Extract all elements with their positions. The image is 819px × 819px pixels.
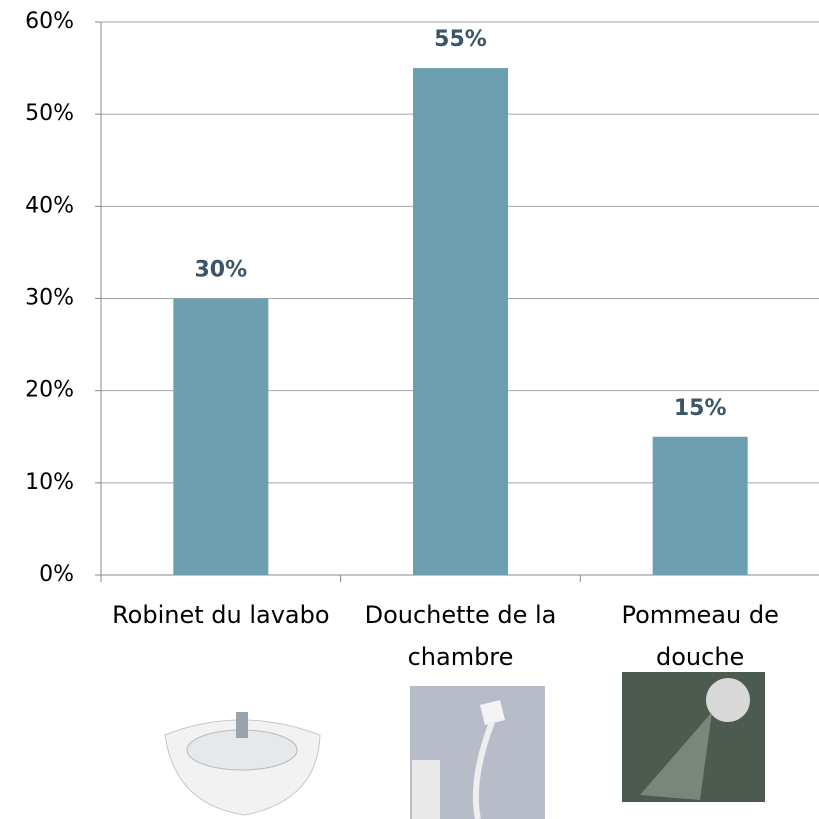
x-tick-label: Douchette de la chambre: [341, 594, 581, 678]
y-tick-label: 30%: [25, 286, 74, 311]
bar: [413, 68, 508, 575]
bar: [653, 437, 748, 575]
sink-image: [165, 712, 320, 815]
chart: 0% 10% 20% 30% 40% 50% 60% 30% 55% 15%: [0, 0, 819, 819]
value-label: 55%: [434, 27, 487, 52]
y-tick-label: 60%: [25, 9, 74, 34]
y-tick-label: 50%: [25, 101, 74, 126]
shower-head-image: [622, 670, 765, 802]
page: 0% 10% 20% 30% 40% 50% 60% 30% 55% 15% Robinet du…: [0, 0, 819, 819]
hand-shower-image: [410, 686, 545, 819]
y-tick-label: 20%: [25, 378, 74, 403]
bar: [173, 299, 268, 576]
y-tick-label: 40%: [25, 193, 74, 218]
value-label: 30%: [194, 258, 247, 283]
value-label: 15%: [674, 396, 727, 421]
x-tick-label: Pommeau de douche: [580, 594, 819, 678]
y-tick-label: 0%: [39, 562, 74, 587]
x-tick-label: Robinet du lavabo: [101, 594, 341, 636]
y-tick-label: 10%: [25, 470, 74, 495]
